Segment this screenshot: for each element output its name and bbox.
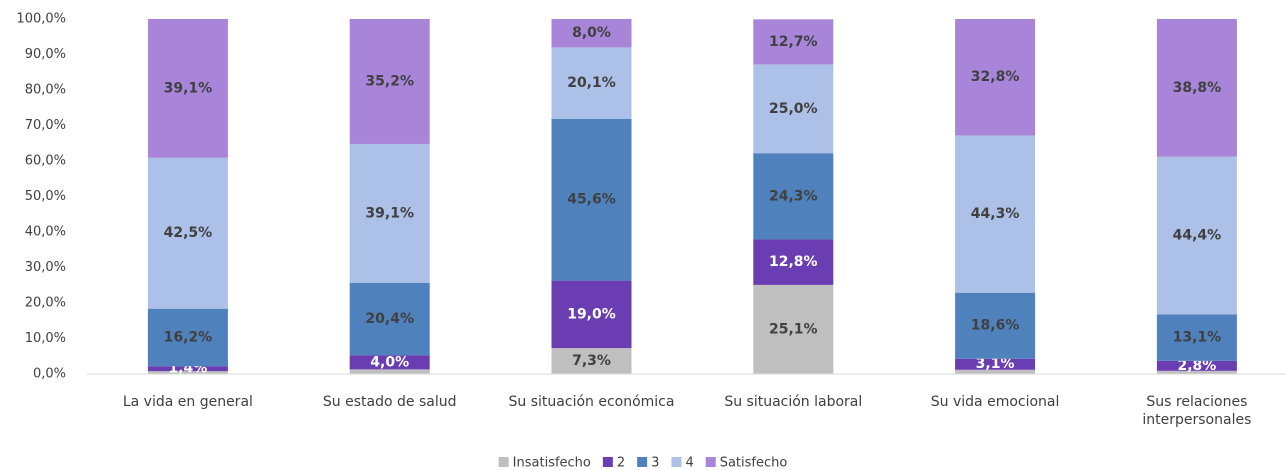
- bar-segment: [955, 369, 1036, 374]
- legend-label: Insatisfecho: [513, 456, 591, 470]
- bar-segment: [1156, 156, 1237, 315]
- bar-segment: [955, 135, 1036, 293]
- legend-label: 4: [685, 456, 693, 470]
- data-label: 32,8%: [971, 69, 1020, 85]
- x-tick-label: Su situación económica: [508, 394, 675, 410]
- bar-segment: [1156, 360, 1237, 371]
- bar-segment: [551, 280, 632, 349]
- bar-segment: [147, 366, 228, 372]
- bar-segment: [1156, 370, 1237, 374]
- data-label: 25,1%: [769, 321, 818, 337]
- data-label: 24,3%: [769, 188, 818, 204]
- bar-segment: [349, 282, 430, 356]
- bar-segment: [147, 371, 228, 374]
- bar-segment: [147, 308, 228, 367]
- data-label: 2,8%: [1177, 358, 1216, 374]
- y-tick-label: 70,0%: [25, 118, 66, 133]
- legend-label: 3: [651, 456, 659, 470]
- bar-segment: [551, 47, 632, 119]
- y-tick-label: 40,0%: [25, 225, 66, 240]
- bar-segment: [955, 358, 1036, 370]
- bar-segment: [147, 19, 228, 158]
- legend-swatch: [498, 457, 509, 467]
- data-label: 7,3%: [572, 353, 611, 369]
- y-tick-label: 30,0%: [25, 260, 66, 275]
- data-label: 45,6%: [567, 192, 616, 208]
- bar-segment: [349, 355, 430, 370]
- legend-swatch: [705, 457, 716, 467]
- bar-segment: [1156, 314, 1237, 361]
- data-label: 44,4%: [1173, 228, 1222, 244]
- data-label: 19,0%: [567, 306, 616, 322]
- bar-segment: [753, 64, 834, 154]
- y-tick-label: 20,0%: [25, 296, 66, 311]
- x-tick-label: Su situación laboral: [724, 394, 863, 410]
- y-tick-label: 50,0%: [25, 189, 66, 204]
- legend-label: 2: [617, 456, 625, 470]
- bar-segment: [753, 153, 834, 240]
- data-label: 44,3%: [971, 206, 1020, 222]
- bar-segment: [1156, 19, 1237, 157]
- data-label: 12,7%: [769, 34, 818, 50]
- y-tick-label: 100,0%: [16, 12, 66, 27]
- bar-segment: [349, 143, 430, 283]
- data-label: 18,6%: [971, 318, 1020, 334]
- bar-segment: [753, 239, 834, 285]
- data-label: 38,8%: [1173, 80, 1222, 96]
- bar-segment: [551, 118, 632, 281]
- data-label: 8,0%: [572, 25, 611, 41]
- bar-segment: [753, 284, 834, 374]
- bar-segment: [955, 19, 1036, 136]
- legend-swatch: [671, 457, 682, 467]
- y-tick-label: 10,0%: [25, 331, 66, 346]
- data-label: 13,1%: [1173, 330, 1222, 346]
- y-tick-label: 0,0%: [33, 367, 66, 382]
- data-label: 42,5%: [164, 225, 213, 241]
- y-tick-label: 90,0%: [25, 47, 66, 62]
- data-label: 39,1%: [164, 80, 213, 96]
- legend-label: Satisfecho: [720, 456, 788, 470]
- bar-segment: [753, 19, 834, 65]
- data-label: 3,1%: [976, 356, 1015, 372]
- y-tick-label: 80,0%: [25, 83, 66, 98]
- data-label: 25,0%: [769, 101, 818, 117]
- bar-segment: [147, 157, 228, 309]
- x-tick-label: Sus relaciones interpersonales: [1142, 394, 1252, 428]
- legend-swatch: [637, 457, 648, 467]
- data-label: 20,4%: [365, 311, 414, 327]
- bar-segment: [349, 369, 430, 374]
- data-label: 16,2%: [164, 329, 213, 345]
- legend-swatch: [602, 457, 613, 467]
- x-tick-label: Su vida emocional: [930, 394, 1060, 410]
- bar-segment: [551, 19, 632, 48]
- data-label: 12,8%: [769, 254, 818, 270]
- bar-segment: [349, 19, 430, 144]
- data-label: 4,0%: [370, 354, 409, 370]
- data-label: 20,1%: [567, 75, 616, 91]
- data-label: 39,1%: [365, 205, 414, 221]
- x-tick-label: Su estado de salud: [322, 394, 457, 410]
- x-tick-label: La vida en general: [122, 394, 253, 410]
- data-label: 35,2%: [365, 73, 414, 89]
- bar-segment: [955, 292, 1036, 359]
- y-tick-label: 60,0%: [25, 154, 66, 169]
- bar-segment: [551, 348, 632, 374]
